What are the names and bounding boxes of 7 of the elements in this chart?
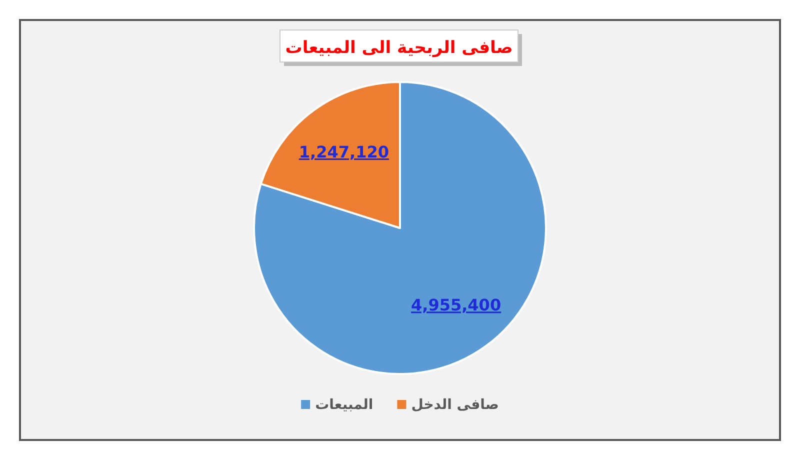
legend-label: المبيعات	[315, 397, 374, 413]
legend-item: صافى الدخل	[397, 397, 499, 413]
pie-slice	[253, 81, 547, 375]
data-label: 1,247,120	[298, 142, 390, 162]
data-label: 4,955,400	[410, 296, 502, 315]
chart-title: صافى الربحية الى المبيعات	[285, 38, 513, 58]
legend-item: المبيعات	[301, 397, 374, 413]
